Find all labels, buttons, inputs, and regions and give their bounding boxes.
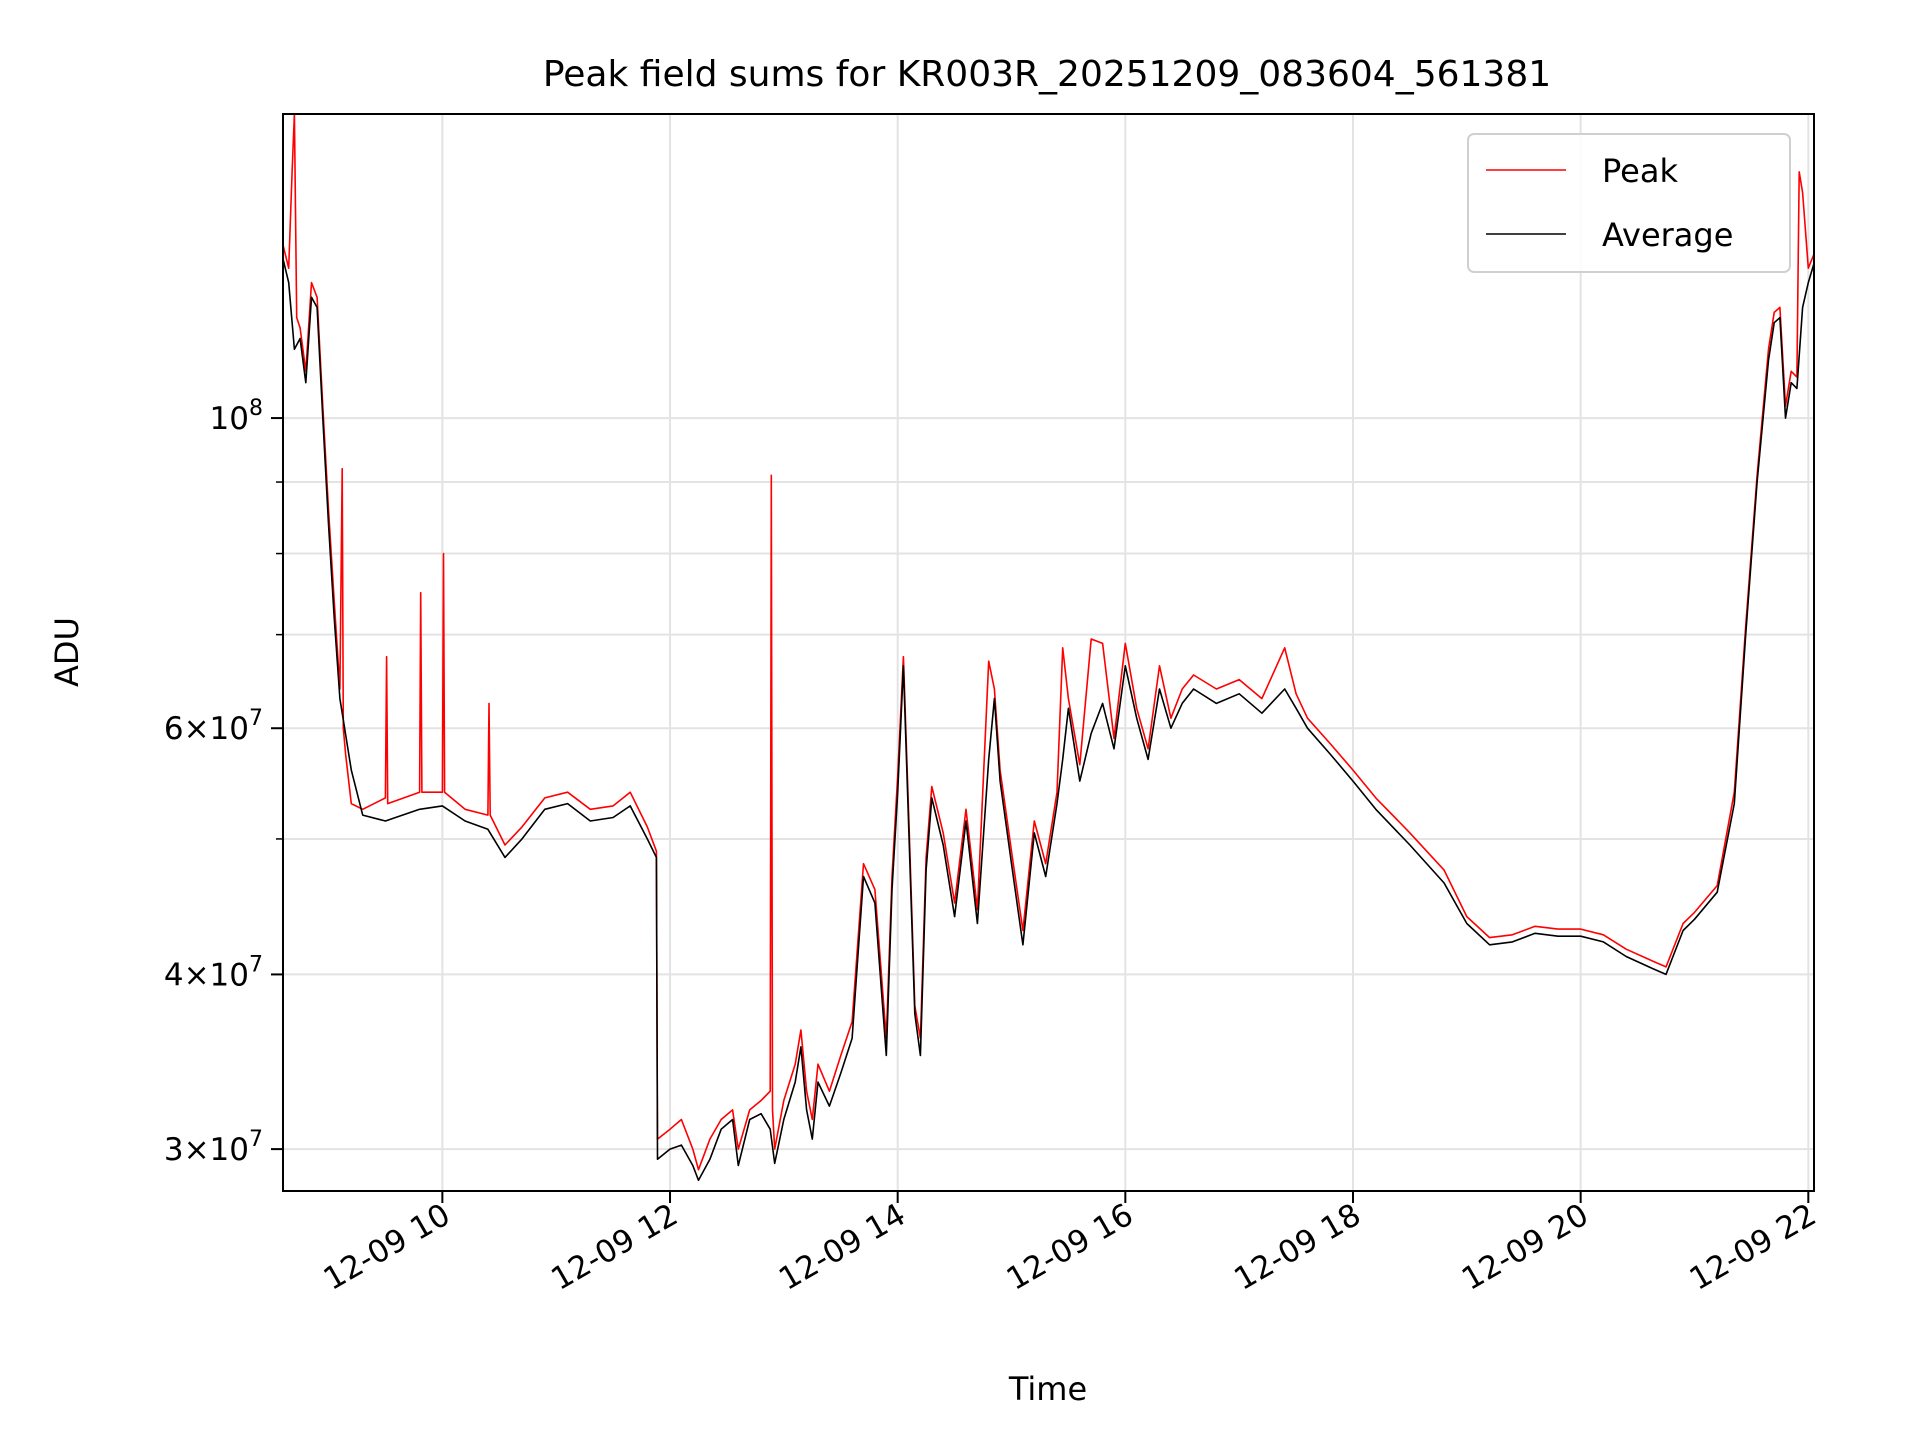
legend-label-peak: Peak bbox=[1602, 152, 1678, 190]
legend-label-average: Average bbox=[1602, 216, 1733, 254]
gridlines bbox=[283, 114, 1814, 1191]
y-tick-label: 6×107 bbox=[164, 706, 263, 747]
series-line-average bbox=[282, 258, 1815, 1182]
legend-frame bbox=[1467, 133, 1791, 273]
plot-frame bbox=[282, 113, 1815, 1192]
y-axis-ticks: 3×107 4×107 6×107 108 bbox=[164, 396, 283, 1168]
legend: Peak Average bbox=[1467, 133, 1791, 273]
y-tick-label: 4×107 bbox=[164, 952, 263, 993]
x-axis-label: Time bbox=[1008, 1370, 1087, 1408]
chart-title: Peak field sums for KR003R_20251209_0836… bbox=[543, 54, 1551, 95]
y-tick-label: 3×107 bbox=[164, 1127, 263, 1168]
plot-series bbox=[282, 113, 1815, 1182]
y-tick-label: 108 bbox=[210, 396, 263, 437]
y-axis-label: ADU bbox=[48, 617, 86, 687]
